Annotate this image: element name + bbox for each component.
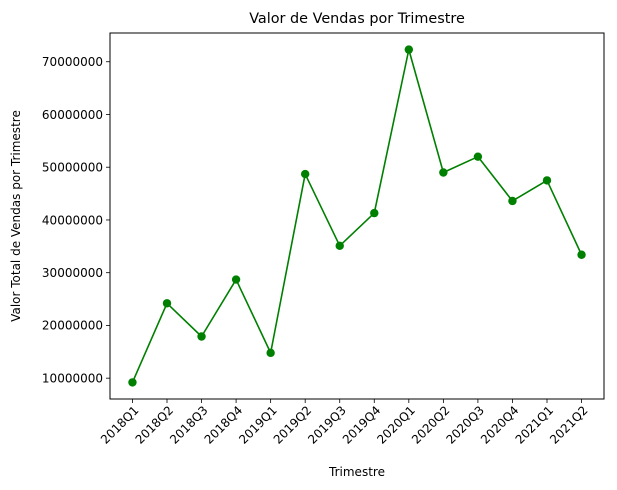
data-point [577,250,586,259]
data-point [162,299,172,308]
data-point [335,241,344,250]
y-tick-label: 50000000 [42,161,103,175]
plot-frame [109,32,605,400]
data-point [508,196,517,206]
data-point [370,208,379,218]
chart-title: Valor de Vendas por Trimestre [249,11,465,27]
data-point [542,176,552,185]
y-tick-label: 30000000 [42,266,103,280]
data-point [231,275,241,284]
data-point [300,169,310,179]
y-tick-label: 20000000 [42,319,103,333]
y-axis: 10000000 20000000 30000000 40000000 50000000… [42,55,110,385]
x-axis-label: Trimestre [328,465,385,479]
y-tick-label: 10000000 [42,371,103,385]
data-point [404,45,414,54]
y-tick-label: 60000000 [42,108,103,122]
y-tick-label: 70000000 [42,55,103,69]
series-line [131,48,583,383]
data-point [473,152,483,161]
plot-area [109,32,605,400]
y-axis-label: Valor Total de Vendas por Trimestre [9,110,23,322]
series-layer [128,45,586,387]
data-point [197,332,206,341]
data-point [128,378,137,387]
data-point [266,348,275,358]
y-tick-label: 40000000 [42,213,103,227]
data-point [439,168,448,177]
